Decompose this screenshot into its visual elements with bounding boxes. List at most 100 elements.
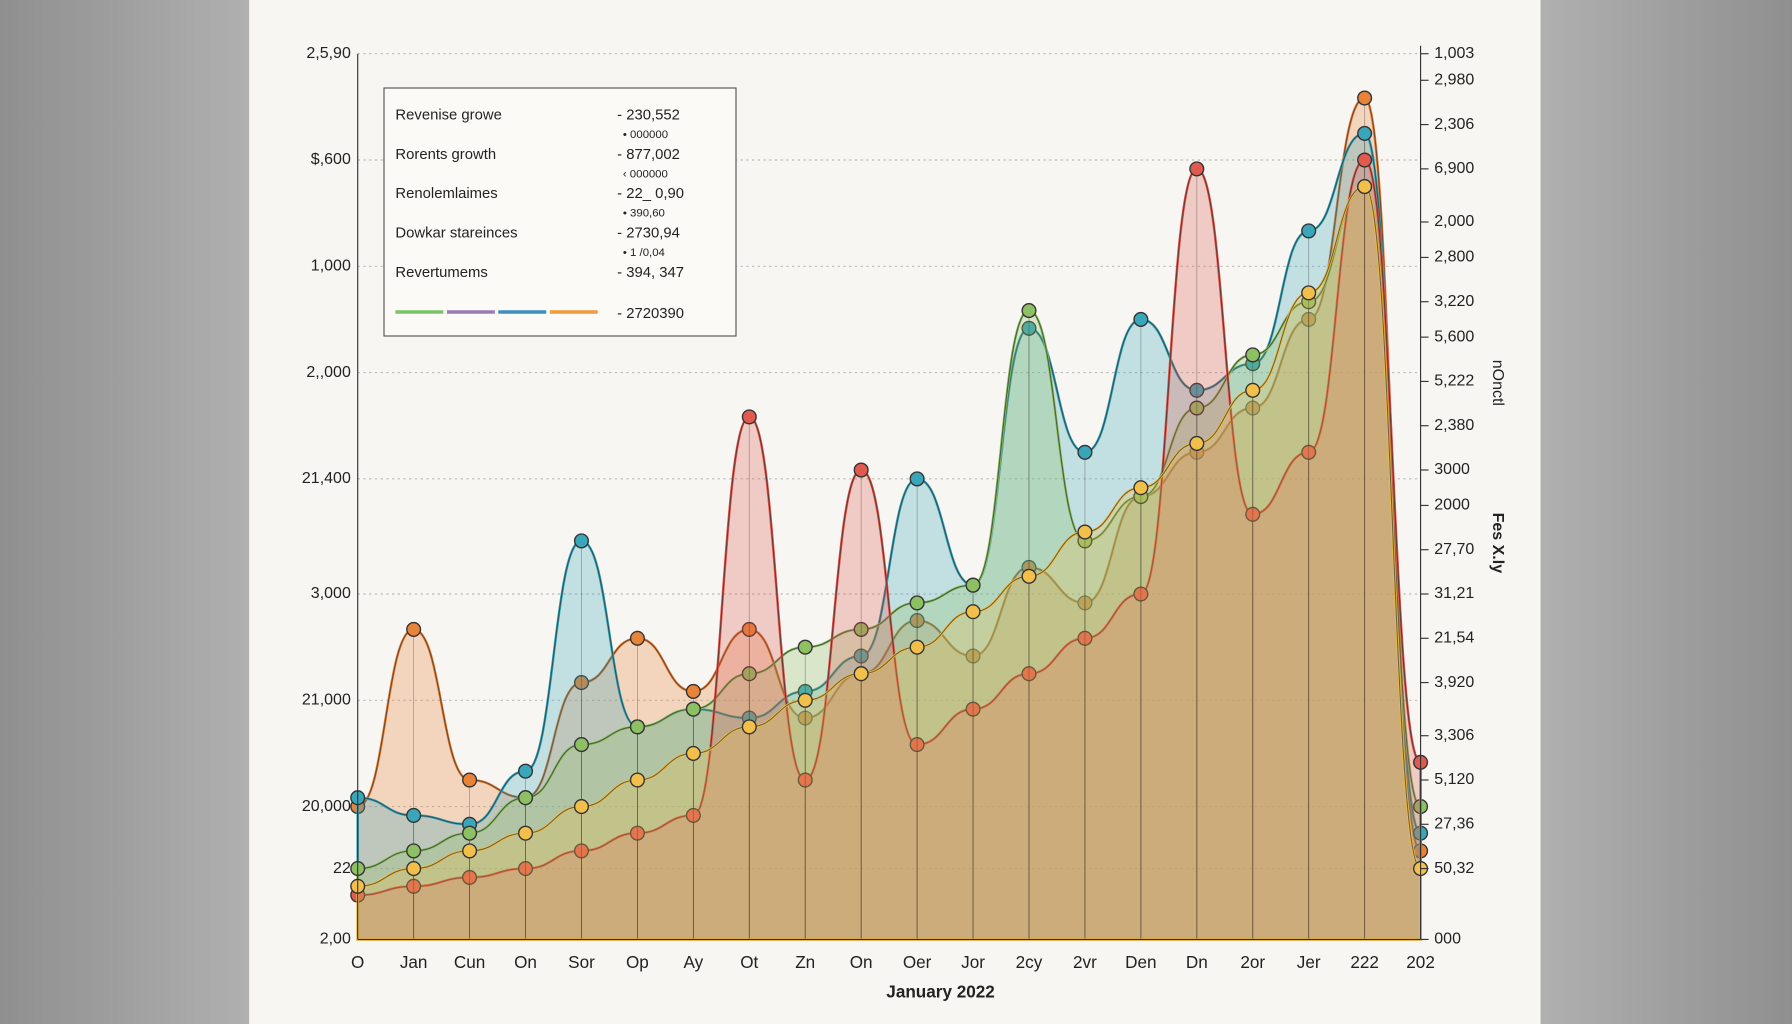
marker (1021, 568, 1037, 584)
legend-value: - 230,552 (617, 107, 680, 123)
x-tick-label: 222 (1350, 952, 1379, 972)
x-tick-label: Jor (961, 952, 985, 972)
marker (1021, 303, 1037, 319)
y2-tick-label: 6,900 (1434, 160, 1474, 177)
y-tick-label: 1,000 (311, 258, 351, 275)
marker (1357, 152, 1373, 168)
marker (573, 799, 590, 815)
marker (1301, 285, 1317, 301)
marker (965, 648, 981, 664)
legend-value: - 877,002 (617, 147, 680, 163)
marker (517, 790, 534, 806)
marker (462, 825, 478, 841)
x-tick-label: On (514, 952, 537, 972)
marker (797, 692, 813, 708)
legend: Revenise growe - 230,552 • 000000 Rorents g… (383, 87, 737, 337)
marker (685, 745, 701, 761)
marker (741, 666, 757, 682)
marker (629, 772, 645, 788)
plot-area (350, 53, 1429, 941)
marker (909, 639, 925, 655)
marker (406, 843, 422, 859)
y2-tick-label: 2,306 (1434, 116, 1474, 133)
x-tick-label: Sor (568, 952, 595, 972)
marker (1189, 161, 1205, 177)
y2-tick-label: 3,220 (1434, 293, 1474, 310)
marker (1189, 382, 1205, 398)
line (357, 132, 1422, 834)
x-tick-label: 2or (1240, 952, 1265, 972)
marker (1021, 320, 1037, 336)
y2-tick-label: 2,000 (1434, 213, 1474, 230)
marker (462, 869, 478, 885)
marker (573, 737, 590, 753)
legend-label: Rorents growth (395, 147, 496, 163)
marker (1357, 125, 1373, 141)
x-tick-label: Cun (454, 952, 485, 972)
y2-tick-label: 2,380 (1434, 417, 1474, 434)
marker (685, 807, 701, 823)
marker (1357, 179, 1373, 195)
marker (1133, 311, 1149, 327)
marker (797, 772, 813, 788)
y-tick-label: 22 (333, 860, 351, 877)
legend-note: • 1 /0,04 (623, 247, 666, 259)
y-tick-label: $,600 (311, 151, 351, 168)
x-tick-label: Jan (400, 952, 428, 972)
marker (573, 533, 590, 549)
marker (462, 843, 478, 859)
marker (1133, 586, 1149, 602)
x-tick-label: 2vr (1073, 952, 1097, 972)
marker (1245, 400, 1261, 416)
marker (517, 825, 534, 841)
marker (1301, 444, 1317, 460)
x-tick-label: Ot (740, 952, 758, 972)
y-tick-label: 21,400 (302, 470, 351, 487)
marker (629, 825, 645, 841)
legend-note: • 000000 (623, 129, 668, 141)
marker (629, 719, 645, 735)
y2-tick-label: 21,54 (1434, 630, 1474, 647)
x-tick-label: Zn (795, 952, 815, 972)
x-tick-label: On (850, 952, 873, 972)
marker (1245, 506, 1261, 522)
y2-tick-label: 50,32 (1434, 860, 1474, 877)
marker (1077, 444, 1093, 460)
x-tick-label: Dn (1186, 952, 1208, 972)
legend-value: - 394, 347 (617, 265, 684, 281)
marker (1245, 382, 1261, 398)
legend-label: Dowkar stareinces (395, 226, 517, 242)
y2-tick-label: 2000 (1434, 497, 1470, 514)
marker (909, 595, 925, 611)
y2-tick-label: 3,306 (1434, 727, 1474, 744)
x-tick-label: 2cy (1016, 952, 1043, 972)
y2-tick-label: 5,222 (1434, 373, 1474, 390)
marker (406, 861, 422, 877)
marker (517, 861, 534, 877)
y2-tick-label: 1,003 (1434, 45, 1474, 62)
marker (573, 675, 590, 691)
legend-note: ‹ 000000 (623, 168, 668, 180)
marker (1189, 400, 1205, 416)
marker (965, 701, 981, 717)
y2-tick-label: 27,70 (1434, 541, 1474, 558)
marker (1301, 311, 1317, 327)
y2-tick-label: 3000 (1434, 461, 1470, 478)
marker (853, 648, 869, 664)
legend-value: - 2730,94 (617, 226, 680, 242)
y2-tick-label: 3,920 (1434, 674, 1474, 691)
legend-footer: - 2720390 (617, 306, 684, 322)
y2-tick-label: 5,120 (1434, 771, 1474, 788)
marker (741, 719, 757, 735)
legend-box (383, 87, 737, 337)
marker (909, 737, 925, 753)
x-tick-label: Jer (1297, 952, 1321, 972)
marker (517, 763, 534, 779)
marker (1021, 666, 1037, 682)
marker (685, 683, 701, 699)
y-tick-label: 2,00 (320, 931, 351, 948)
marker (853, 462, 869, 478)
x-tick-label: Oer (903, 952, 932, 972)
